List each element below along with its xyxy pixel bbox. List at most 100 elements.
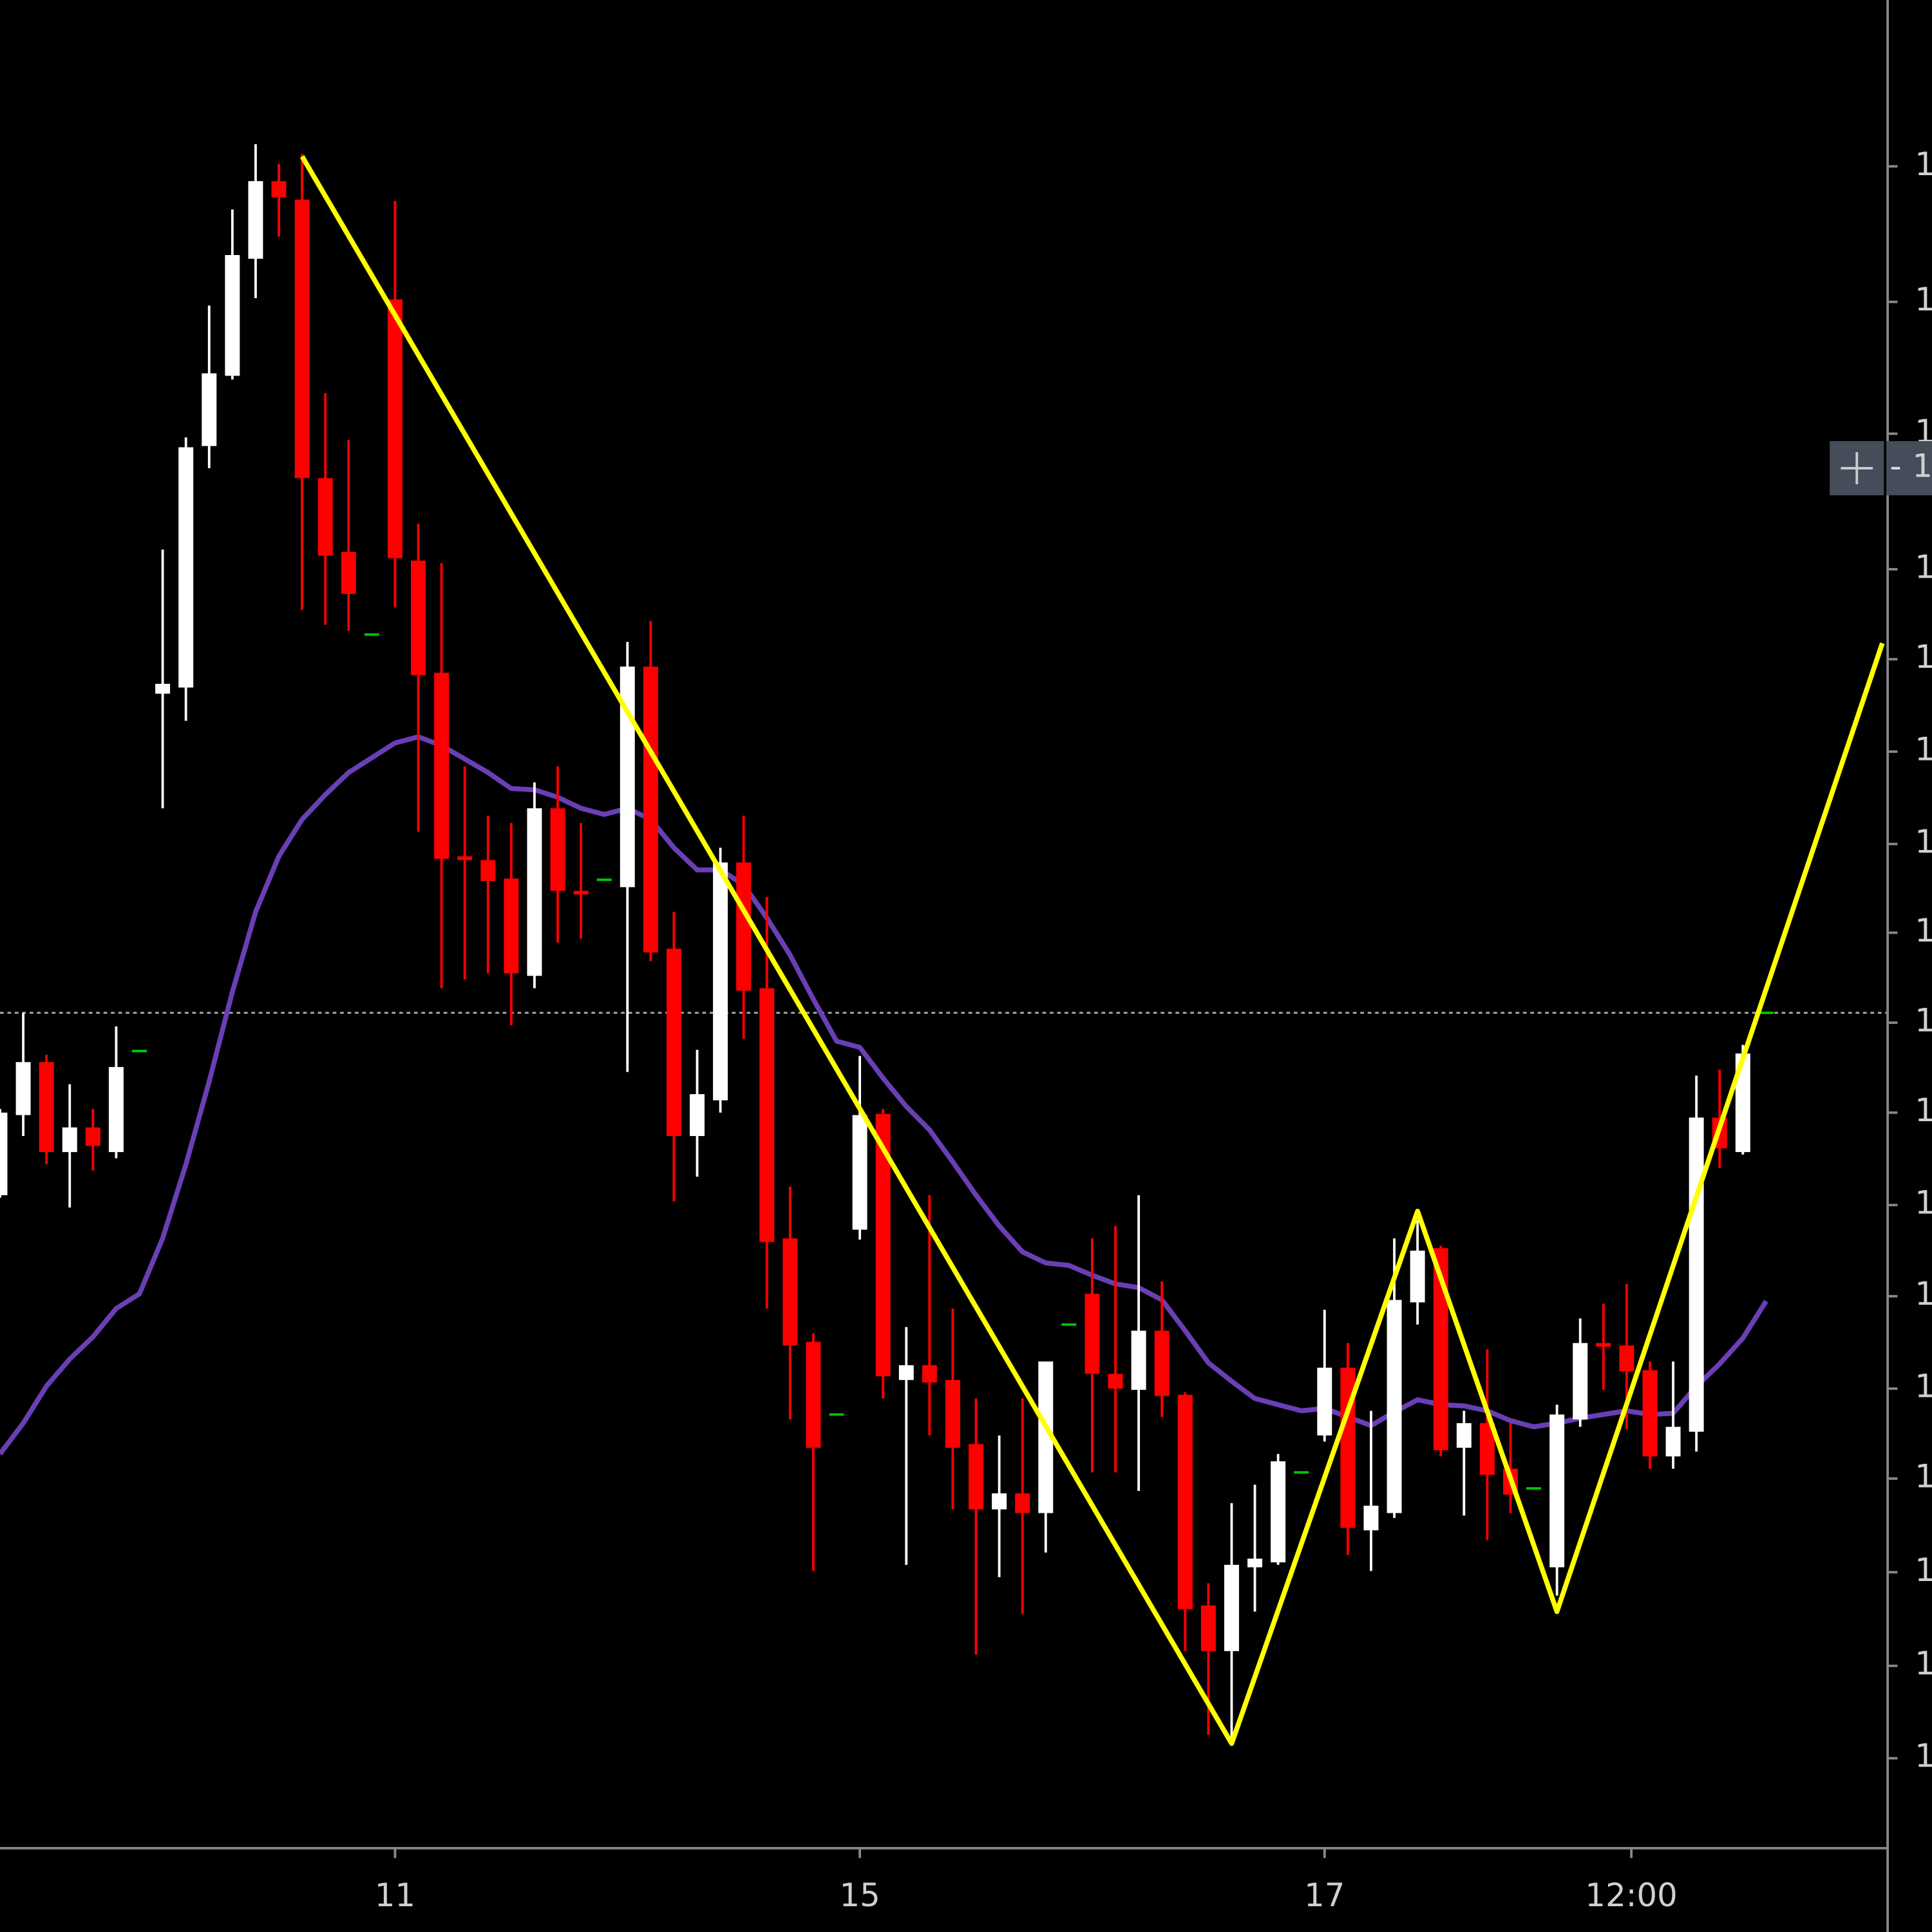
candle-body — [1689, 1117, 1704, 1432]
candle-body — [434, 672, 450, 859]
candle-body — [806, 1341, 821, 1448]
candle-body — [504, 878, 519, 974]
candle-body — [1038, 1361, 1054, 1513]
candle-body — [1735, 1053, 1750, 1152]
plot-area — [0, 144, 1888, 1747]
candle-body — [898, 1365, 914, 1380]
candle-body — [457, 856, 473, 860]
candle-doji — [1758, 1011, 1774, 1014]
candle-body — [1619, 1345, 1634, 1372]
y-tick-label: 1 — [1915, 146, 1932, 183]
candle-body — [550, 808, 565, 891]
candle-body — [1224, 1564, 1239, 1651]
y-tick-label: 1 — [1915, 1275, 1932, 1312]
candle-body — [341, 552, 356, 594]
candle-body — [317, 478, 333, 556]
candle-doji — [364, 633, 379, 636]
candle-body — [411, 560, 426, 676]
candle-body — [759, 988, 775, 1242]
candle-body — [1549, 1414, 1565, 1567]
y-tick-label: 1 — [1915, 1457, 1932, 1495]
candle-body — [1433, 1248, 1448, 1450]
crosshair-label: 1 — [1912, 448, 1932, 485]
candle-body — [922, 1365, 937, 1383]
candle-doji — [1526, 1487, 1542, 1490]
x-tick-label: 17 — [1304, 1877, 1345, 1914]
candle-body — [527, 808, 542, 976]
x-tick-label: 11 — [375, 1877, 415, 1914]
y-tick-label: 1 — [1915, 281, 1932, 318]
y-tick-label: 1 — [1915, 1738, 1932, 1775]
candle-body — [1271, 1461, 1286, 1563]
y-tick-label: 1 — [1915, 1551, 1932, 1589]
candle-body — [1573, 1343, 1588, 1420]
candle-body — [1084, 1293, 1100, 1374]
candle-body — [1665, 1426, 1681, 1457]
x-tick-label: 15 — [839, 1877, 880, 1914]
candle-body — [573, 891, 589, 895]
candle-body — [271, 181, 287, 198]
candle-doji — [829, 1413, 844, 1416]
y-tick-label: 1 — [1915, 638, 1932, 676]
y-tick-label: 1 — [1915, 1184, 1932, 1222]
candle-body — [1410, 1250, 1425, 1303]
candle-body — [62, 1127, 77, 1152]
candle-body — [1247, 1558, 1263, 1567]
candle-body — [1131, 1331, 1146, 1390]
candle-body — [782, 1238, 798, 1346]
candle-body — [0, 1112, 8, 1195]
candle-body — [1596, 1343, 1611, 1347]
overlay-line — [299, 155, 1885, 1747]
candle-doji — [1061, 1323, 1077, 1326]
candle-body — [108, 1066, 124, 1152]
candle-body — [1200, 1605, 1216, 1651]
candle-body — [945, 1379, 960, 1448]
y-tick-label: 1 — [1915, 1092, 1932, 1129]
candle-body — [1177, 1394, 1193, 1609]
candle-body — [1363, 1506, 1379, 1531]
candle-body — [85, 1127, 100, 1146]
candle-body — [666, 949, 681, 1137]
y-tick-label: 1 — [1915, 823, 1932, 860]
candle-body — [480, 860, 496, 881]
candle-body — [1642, 1370, 1658, 1457]
candle-body — [643, 667, 658, 952]
candle-body — [875, 1113, 891, 1377]
candle-body — [178, 447, 194, 688]
candle-body — [690, 1094, 705, 1137]
y-tick-label: 1 — [1915, 1368, 1932, 1405]
candle-body — [713, 862, 728, 1101]
y-tick-label: 1 — [1915, 912, 1932, 949]
candle-body — [1317, 1367, 1332, 1435]
y-tick-label: 1 — [1915, 1645, 1932, 1682]
y-tick-label: 1 — [1915, 731, 1932, 768]
candle-body — [155, 683, 171, 694]
candle-body — [15, 1062, 31, 1115]
candle-body — [1108, 1374, 1123, 1389]
overlay-line — [0, 734, 1768, 1455]
candle-doji — [1294, 1471, 1309, 1474]
candle-body — [736, 862, 752, 991]
y-tick-label: 1 — [1915, 548, 1932, 585]
candle-body — [202, 373, 217, 446]
candle-body — [294, 199, 310, 478]
x-tick-label: 12:00 — [1585, 1877, 1677, 1914]
candle-body — [39, 1062, 54, 1152]
candle-body — [1456, 1423, 1472, 1448]
candle-body — [1479, 1423, 1495, 1475]
candle-doji — [132, 1050, 147, 1052]
candle-body — [1154, 1331, 1170, 1396]
candle-body — [248, 181, 263, 259]
candle-body — [992, 1493, 1007, 1510]
y-tick-label: 1 — [1915, 1002, 1932, 1039]
candle-body — [387, 299, 402, 558]
candle-body — [1387, 1300, 1402, 1513]
candle-body — [1015, 1493, 1030, 1513]
candle-doji — [596, 878, 612, 881]
candle-body — [225, 255, 240, 376]
candle-body — [852, 1115, 867, 1230]
axes: 1111111111111111111151712:001 — [375, 146, 1932, 1914]
